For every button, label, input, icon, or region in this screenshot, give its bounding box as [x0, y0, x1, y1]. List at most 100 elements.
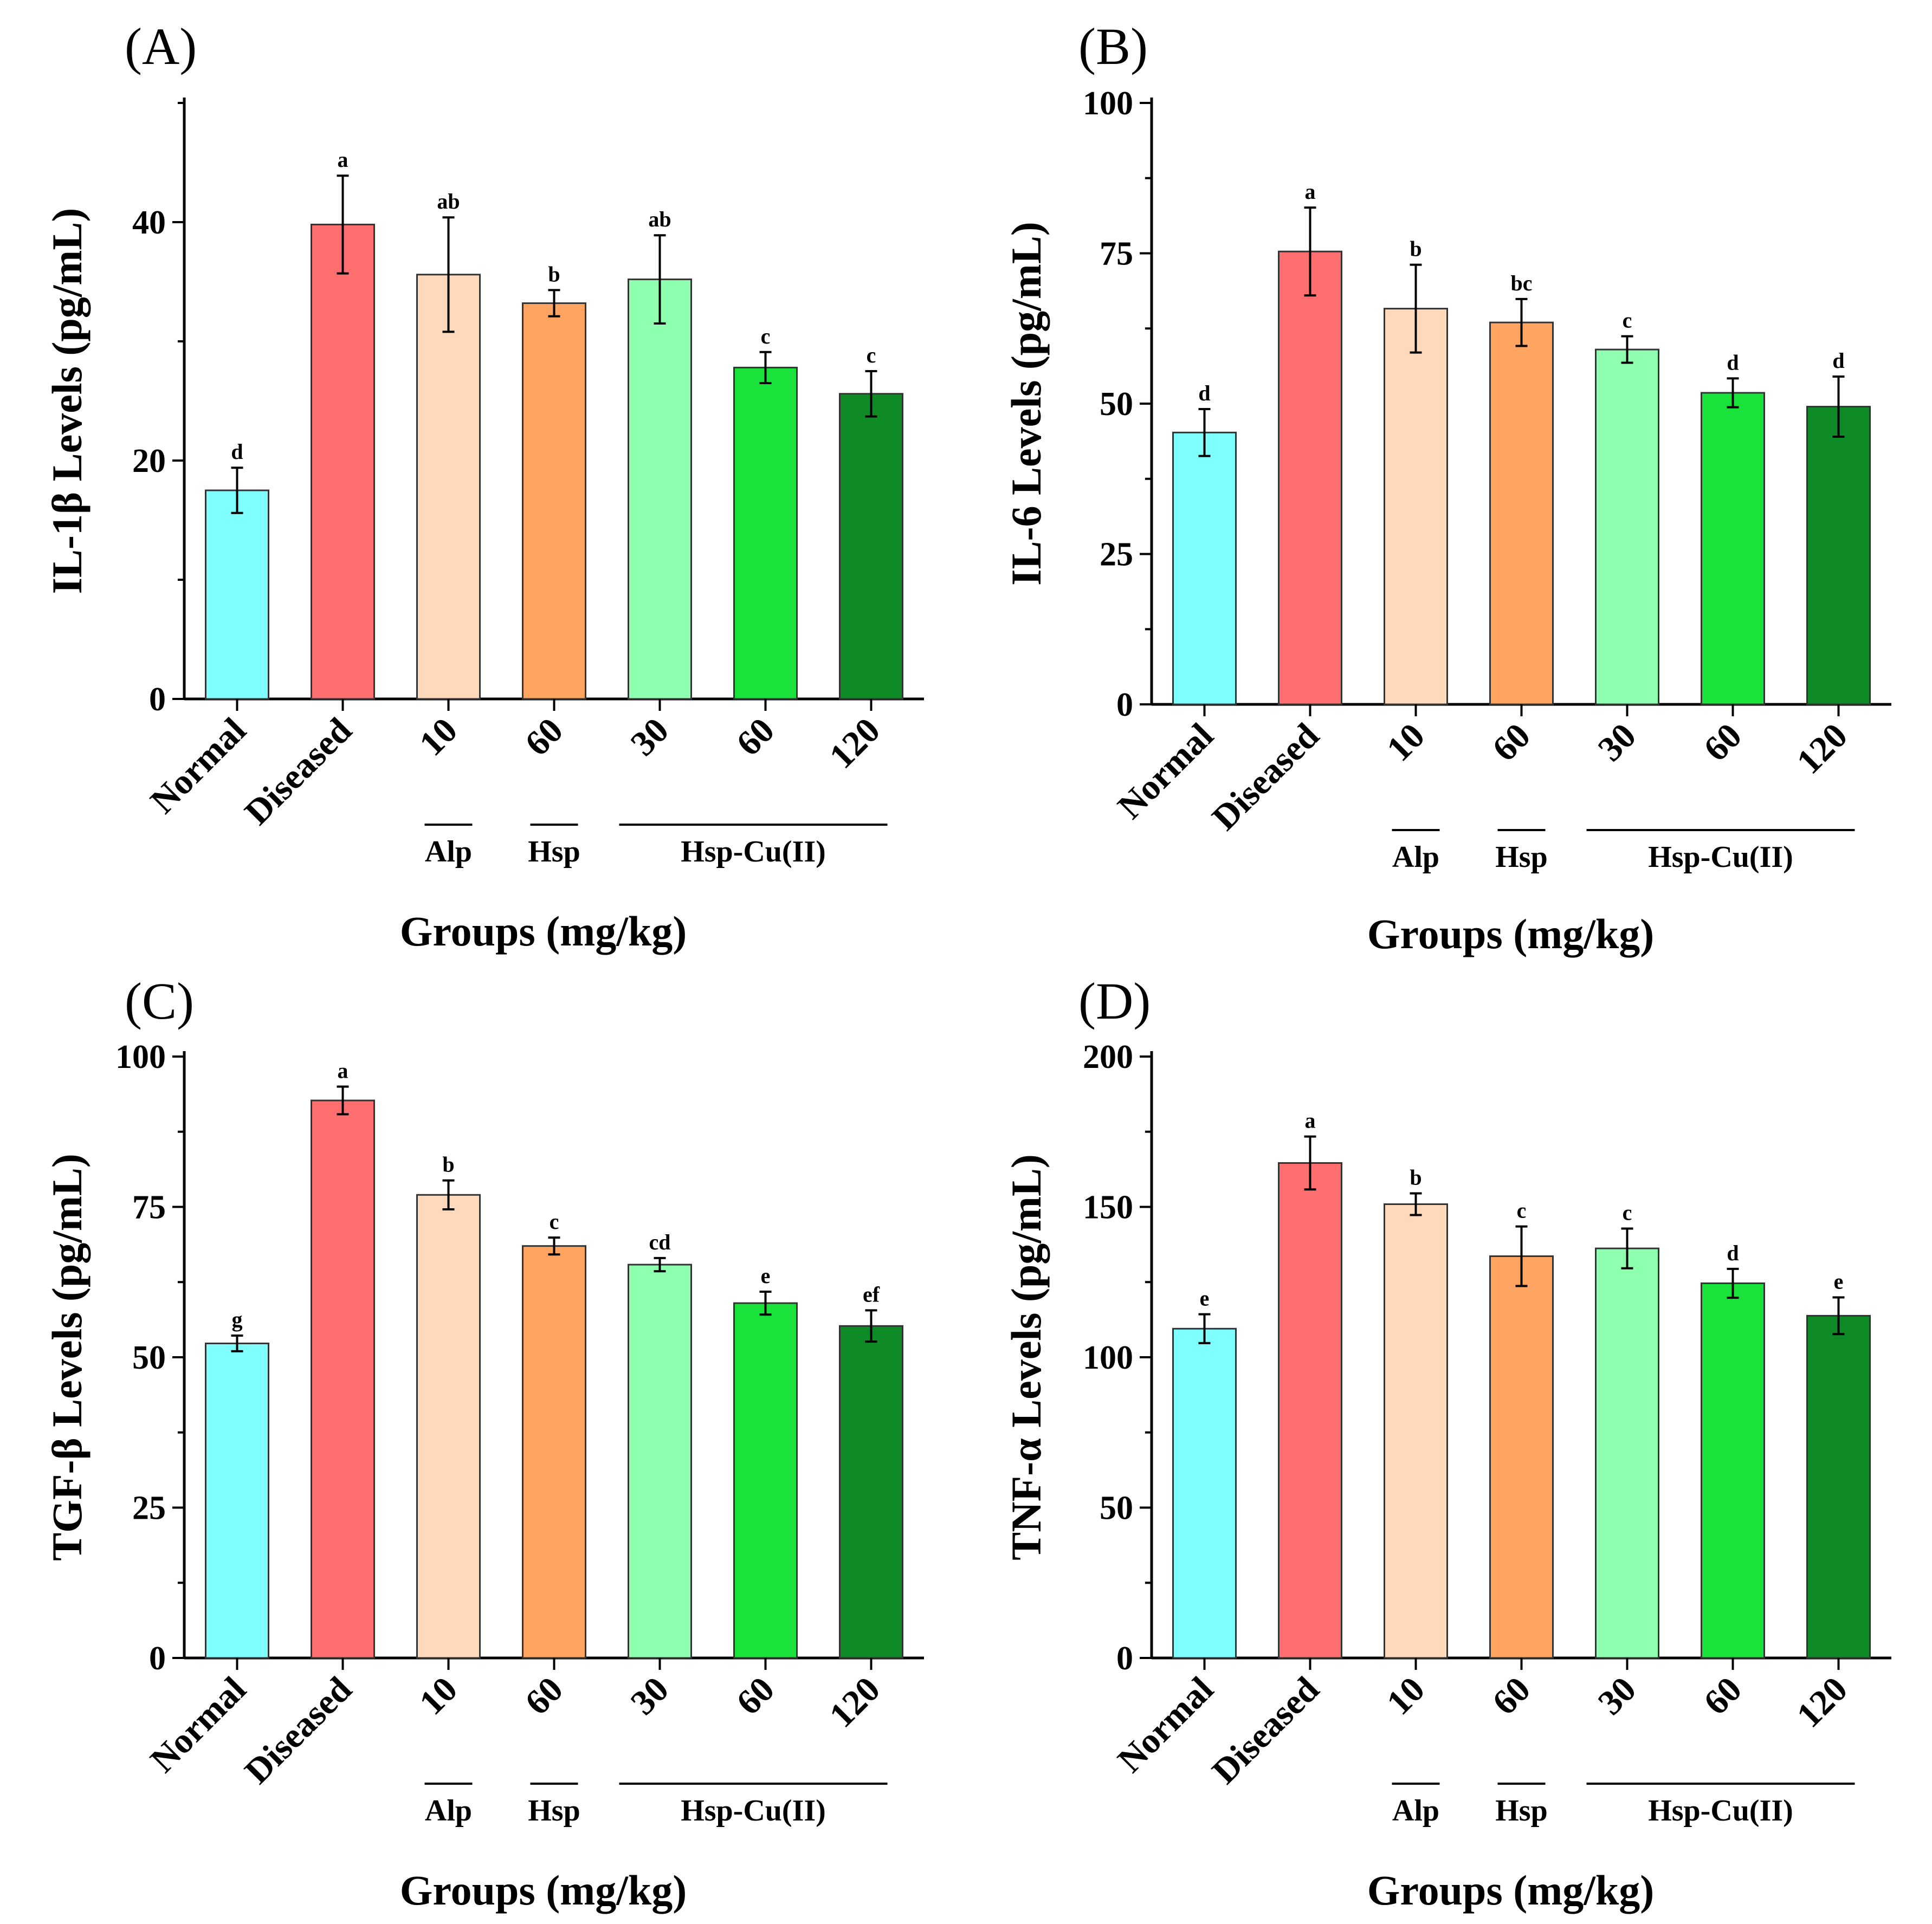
- x-category-label: 30: [1591, 1669, 1644, 1722]
- group-label: Hsp-Cu(II): [1648, 840, 1793, 874]
- x-category-label: 60: [729, 1669, 782, 1722]
- significance-letter: a: [338, 1059, 348, 1083]
- significance-letter: e: [1200, 1286, 1210, 1311]
- x-axis-title: Groups (mg/kg): [1367, 910, 1654, 957]
- group-label: Hsp: [1495, 1794, 1548, 1828]
- x-category-label: 60: [518, 1669, 571, 1722]
- significance-letter: cd: [649, 1230, 671, 1254]
- x-category-label: 60: [1696, 716, 1749, 769]
- bar: [1806, 406, 1871, 705]
- bar: [1384, 308, 1448, 705]
- y-tick-label: 75: [132, 1189, 166, 1226]
- y-tick-label: 50: [1100, 1490, 1133, 1527]
- bar: [1172, 1327, 1237, 1659]
- bar: [522, 302, 586, 700]
- bar: [839, 393, 903, 700]
- significance-letter: a: [1305, 1109, 1316, 1133]
- x-category-label: 60: [1485, 1669, 1538, 1722]
- y-tick-label: 0: [149, 681, 166, 718]
- y-axis-title: TNF-α Levels (pg/mL): [1003, 1154, 1050, 1560]
- x-category-label: 10: [412, 710, 465, 763]
- panel-b: (B) IL-6 Levels (pg/mL) 0 25 50 75 100 d a b bc c d d…: [1003, 17, 1891, 957]
- significance-letter: c: [1517, 1199, 1527, 1223]
- group-label: Hsp-Cu(II): [1648, 1794, 1793, 1828]
- bar: [1489, 321, 1554, 705]
- significance-letter: d: [1727, 350, 1739, 374]
- bar: [1489, 1255, 1554, 1659]
- bar: [416, 274, 481, 700]
- significance-letter: ef: [863, 1282, 880, 1306]
- x-axis-title: Groups (mg/kg): [1367, 1867, 1654, 1914]
- bar: [1595, 348, 1659, 705]
- bar: [1701, 392, 1765, 705]
- x-category-label: 60: [729, 710, 782, 763]
- x-category-label: Diseased: [1205, 1669, 1327, 1791]
- y-tick-label: 150: [1083, 1189, 1133, 1226]
- x-category-label: 120: [822, 710, 888, 776]
- y-tick-label: 100: [1083, 85, 1133, 122]
- y-tick-label: 50: [1100, 386, 1133, 423]
- significance-letter: bc: [1511, 271, 1533, 295]
- bar: [416, 1194, 481, 1659]
- panel-label: (B): [1078, 17, 1148, 75]
- y-tick-label: 200: [1083, 1039, 1133, 1076]
- significance-letter: ab: [437, 189, 460, 213]
- y-axis-title: TGF-β Levels (pg/mL): [43, 1154, 91, 1561]
- x-category-label: 120: [822, 1669, 888, 1735]
- significance-letter: c: [1623, 1200, 1632, 1225]
- panel-label: (D): [1078, 972, 1151, 1030]
- significance-letter: g: [232, 1307, 243, 1332]
- x-category-label: 10: [412, 1669, 465, 1722]
- group-label: Hsp: [528, 835, 580, 869]
- significance-letter: e: [1834, 1269, 1844, 1294]
- group-label: Hsp-Cu(II): [681, 835, 826, 869]
- y-tick-label: 50: [132, 1339, 166, 1376]
- y-tick-label: 0: [1116, 686, 1133, 723]
- panel-c: (C) TGF-β Levels (pg/mL) 0 25 50 75 100 g a b c cd e…: [43, 972, 924, 1914]
- group-label: Hsp-Cu(II): [681, 1794, 826, 1828]
- y-tick-label: 100: [115, 1039, 166, 1076]
- group-label: Hsp: [1495, 840, 1548, 874]
- x-category-label: 120: [1789, 716, 1855, 782]
- bar: [205, 489, 269, 700]
- bar: [839, 1325, 903, 1659]
- significance-letter: d: [231, 439, 243, 464]
- y-tick-label: 0: [1116, 1640, 1133, 1677]
- x-category-label: Diseased: [1205, 716, 1327, 838]
- group-label: Alp: [1392, 1794, 1439, 1828]
- significance-letter: c: [867, 343, 876, 367]
- significance-letter: c: [550, 1209, 559, 1234]
- bar: [1806, 1314, 1871, 1659]
- significance-letter: d: [1198, 381, 1210, 405]
- significance-letter: b: [1410, 1165, 1421, 1190]
- bar: [1595, 1247, 1659, 1659]
- bar: [628, 278, 692, 700]
- bar: [733, 1302, 798, 1659]
- significance-letter: d: [1832, 348, 1844, 373]
- x-category-label: 60: [1485, 716, 1538, 769]
- y-tick-label: 0: [149, 1640, 166, 1677]
- bar: [1172, 431, 1237, 705]
- group-label: Hsp: [528, 1794, 580, 1828]
- significance-letter: a: [338, 147, 348, 172]
- bar: [1384, 1203, 1448, 1659]
- x-category-label: 120: [1789, 1669, 1855, 1735]
- bar: [311, 1099, 375, 1659]
- x-category-label: 10: [1379, 1669, 1432, 1722]
- significance-letter: c: [761, 324, 771, 348]
- significance-letter: b: [1410, 237, 1421, 261]
- significance-letter: e: [761, 1264, 771, 1288]
- bar: [733, 366, 798, 700]
- significance-letter: ab: [648, 207, 671, 231]
- bar: [1278, 250, 1342, 705]
- bar: [1278, 1162, 1342, 1659]
- y-tick-label: 75: [1100, 236, 1133, 273]
- y-axis-title: IL-1β Levels (pg/mL): [43, 208, 91, 594]
- y-tick-label: 20: [132, 443, 166, 480]
- y-tick-label: 25: [1100, 536, 1133, 573]
- group-label: Alp: [425, 835, 472, 869]
- x-category-label: 30: [623, 710, 676, 763]
- panel-a: (A)IL-1β Levels (pg/mL)02040daabbabccNor…: [43, 17, 924, 955]
- x-axis-title: Groups (mg/kg): [400, 1867, 687, 1914]
